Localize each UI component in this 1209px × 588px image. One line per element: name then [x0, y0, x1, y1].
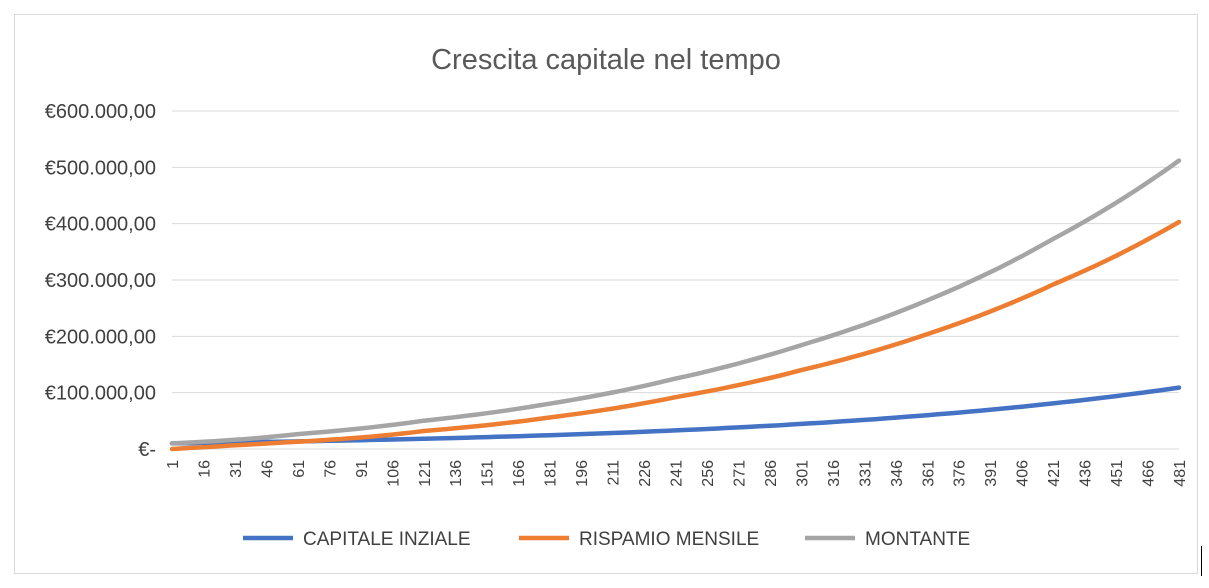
series-line-3	[169, 158, 1182, 446]
x-tick-label: 391	[983, 460, 1000, 487]
y-tick-label: €-	[138, 439, 156, 461]
x-tick-label: 211	[606, 460, 623, 486]
x-tick-label: 331	[857, 460, 874, 487]
x-tick-label: 46	[259, 460, 276, 478]
x-tick-label: 31	[228, 460, 245, 478]
x-tick-label: 61	[291, 460, 308, 478]
legend-label: MONTANTE	[865, 529, 970, 550]
y-tick-label: €200.000,00	[45, 326, 156, 348]
x-tick-label: 406	[1015, 460, 1032, 487]
y-tick-label: €500.000,00	[45, 157, 156, 179]
x-axis-labels: 1 16 31 46 61 76 91 106 121 136 151 166 181 196 211 226…	[165, 460, 1189, 487]
x-tick-label: 346	[889, 460, 906, 487]
x-tick-label: 226	[637, 460, 654, 487]
x-tick-label: 76	[322, 460, 339, 478]
x-tick-label: 271	[731, 460, 748, 487]
series-lines	[169, 158, 1182, 452]
x-tick-label: 1	[165, 460, 182, 469]
x-tick-label: 376	[952, 460, 969, 487]
x-tick-label: 316	[826, 460, 843, 487]
x-tick-label: 241	[669, 460, 686, 487]
x-tick-label: 436	[1078, 460, 1095, 487]
chart-title: Crescita capitale nel tempo	[431, 44, 781, 76]
series-line-2	[169, 219, 1182, 452]
gridlines	[172, 110, 1179, 450]
x-tick-label: 301	[794, 460, 811, 487]
x-tick-label: 121	[417, 460, 434, 487]
x-tick-label: 256	[700, 460, 717, 487]
legend: CAPITALE INZIALE RISPAMIO MENSILE MONTANTE	[243, 529, 970, 550]
x-tick-label: 481	[1172, 460, 1189, 487]
chart-area: Crescita capitale nel tempo €- €100.000,0…	[14, 14, 1198, 574]
x-tick-label: 106	[385, 460, 402, 487]
x-tick-label: 286	[763, 460, 780, 487]
x-tick-label: 16	[196, 460, 213, 478]
line-chart: Crescita capitale nel tempo €- €100.000,0…	[45, 44, 1189, 550]
x-tick-label: 466	[1141, 460, 1158, 487]
x-tick-label: 361	[920, 460, 937, 487]
y-tick-label: €600.000,00	[45, 101, 156, 123]
y-tick-label: €400.000,00	[45, 214, 156, 236]
x-tick-label: 91	[354, 460, 371, 478]
x-tick-label: 181	[543, 460, 560, 487]
x-tick-label: 196	[574, 460, 591, 487]
x-tick-label: 421	[1046, 460, 1063, 487]
x-tick-label: 151	[480, 460, 497, 487]
legend-label: CAPITALE INZIALE	[303, 529, 471, 550]
text-cursor	[1201, 546, 1202, 576]
x-tick-label: 451	[1109, 460, 1126, 487]
legend-label: RISPAMIO MENSILE	[579, 529, 759, 550]
x-tick-label: 136	[448, 460, 465, 487]
y-tick-label: €100.000,00	[45, 383, 156, 405]
y-axis-labels: €- €100.000,00 €200.000,00 €300.000,00 €400.…	[45, 101, 156, 461]
y-tick-label: €300.000,00	[45, 270, 156, 292]
x-tick-label: 166	[511, 460, 528, 487]
